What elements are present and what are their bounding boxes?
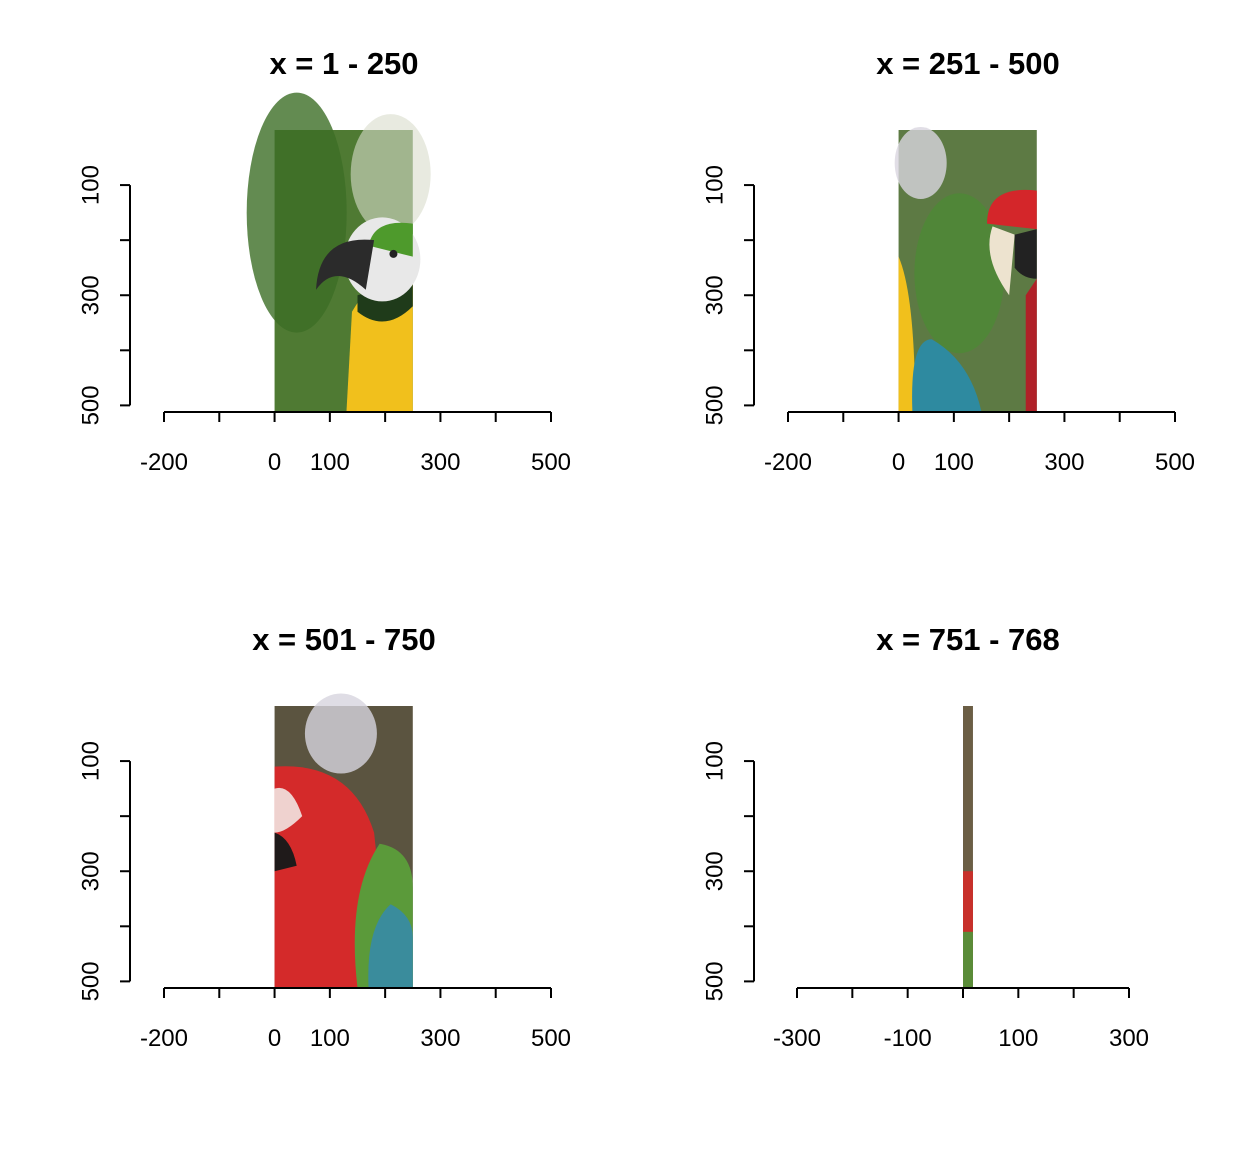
x-tick-label: -200	[140, 449, 188, 476]
y-axis: 100 300 500	[77, 741, 131, 1001]
x-tick-label: 300	[1044, 449, 1084, 476]
image-raster	[274, 693, 413, 988]
y-axis: 100 300 500	[701, 741, 755, 1001]
x-axis: -300 -100 100 300	[773, 987, 1149, 1052]
panel-4: x = 751 - 768 -300 -100 100 300 100 300 500	[701, 622, 1149, 1052]
x-tick-label: 100	[998, 1025, 1038, 1052]
x-tick-label: 100	[310, 449, 350, 476]
y-axis: 100 300 500	[77, 165, 131, 425]
panel-title: x = 251 - 500	[876, 46, 1060, 81]
y-tick-label: 100	[701, 165, 728, 205]
x-tick-label: 0	[268, 449, 281, 476]
y-tick-label: 300	[77, 851, 104, 891]
x-tick-label: 0	[892, 449, 905, 476]
x-tick-label: 0	[268, 1025, 281, 1052]
x-tick-label: 500	[531, 449, 571, 476]
y-axis: 100 300 500	[701, 165, 755, 425]
panel-3: x = 501 - 750 -200 0 100 300 500 100 300 500	[77, 622, 571, 1052]
y-tick-label: 500	[77, 385, 104, 425]
x-tick-label: 300	[420, 1025, 460, 1052]
y-tick-label: 100	[701, 741, 728, 781]
image-raster	[894, 127, 1037, 412]
y-tick-label: 300	[701, 851, 728, 891]
panel-title: x = 501 - 750	[252, 622, 436, 657]
x-tick-label: -200	[764, 449, 812, 476]
y-tick-label: 100	[77, 741, 104, 781]
x-tick-label: 500	[1155, 449, 1195, 476]
image-raster	[246, 92, 431, 412]
x-tick-label: 500	[531, 1025, 571, 1052]
x-tick-label: -300	[773, 1025, 821, 1052]
y-tick-label: 500	[701, 385, 728, 425]
x-tick-label: 300	[420, 449, 460, 476]
x-tick-label: 100	[934, 449, 974, 476]
y-tick-label: 300	[701, 275, 728, 315]
panel-2: x = 251 - 500 -200 0 100 300 500 100 300 500	[701, 46, 1195, 476]
x-axis: -200 0 100 300 500	[140, 411, 571, 476]
panel-1: x = 1 - 250 -200 0 100 300 500 100 300 500	[77, 46, 571, 476]
x-tick-label: -200	[140, 1025, 188, 1052]
y-tick-label: 500	[701, 961, 728, 1001]
x-tick-label: 100	[310, 1025, 350, 1052]
panel-title: x = 1 - 250	[269, 46, 418, 81]
x-tick-label: 300	[1109, 1025, 1149, 1052]
panel-title: x = 751 - 768	[876, 622, 1060, 657]
y-tick-label: 300	[77, 275, 104, 315]
x-tick-label: -100	[884, 1025, 932, 1052]
y-tick-label: 500	[77, 961, 104, 1001]
x-axis: -200 0 100 300 500	[764, 411, 1195, 476]
image-raster	[963, 706, 973, 988]
y-tick-label: 100	[77, 165, 104, 205]
x-axis: -200 0 100 300 500	[140, 987, 571, 1052]
